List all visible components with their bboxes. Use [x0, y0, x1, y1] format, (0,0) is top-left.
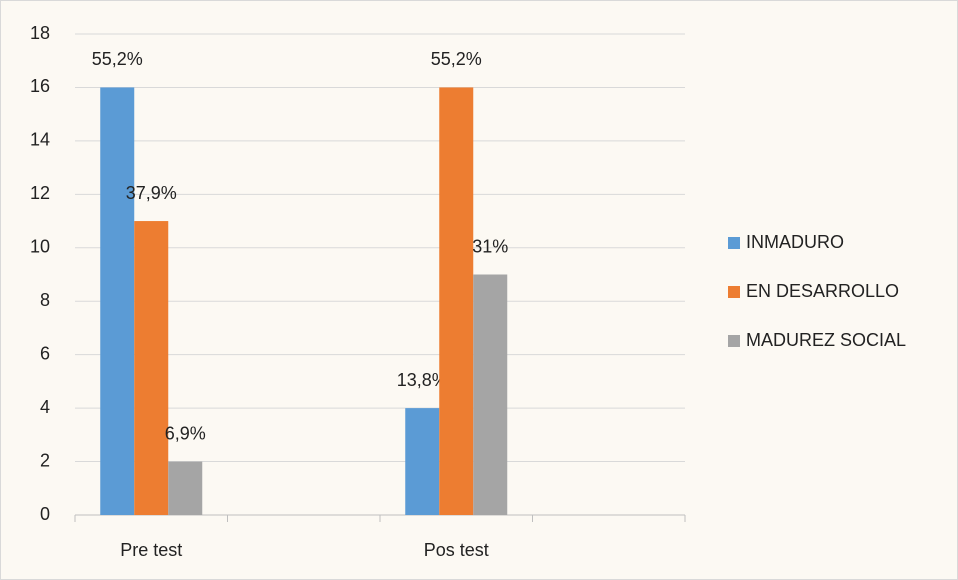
chart: 0 2 4 6 8 10 12 14 16 18 Pre test 55,2% 37,9% 6,9% Pos…: [0, 0, 958, 580]
bar: [168, 462, 202, 515]
legend-swatch: [728, 286, 740, 298]
data-label: 37,9%: [126, 183, 177, 203]
y-tick-label: 2: [40, 450, 50, 470]
x-tick-label: Pre test: [120, 540, 182, 560]
legend-swatch: [728, 237, 740, 249]
y-tick-label: 14: [30, 130, 50, 150]
y-tick-label: 10: [30, 237, 50, 257]
bar: [473, 275, 507, 516]
y-tick-label: 0: [40, 504, 50, 524]
y-tick-label: 6: [40, 343, 50, 363]
bar: [100, 87, 134, 515]
x-tick-label: Pos test: [424, 540, 489, 560]
page: {"chart_data": {"type": "bar", "categori…: [0, 0, 958, 580]
y-tick-label: 12: [30, 183, 50, 203]
bar: [134, 221, 168, 515]
y-tick-label: 18: [30, 23, 50, 43]
bar: [405, 408, 439, 515]
legend-label: MADUREZ SOCIAL: [746, 330, 906, 350]
y-tick-label: 16: [30, 76, 50, 96]
legend-label: EN DESARROLLO: [746, 281, 899, 301]
data-label: 55,2%: [92, 49, 143, 69]
legend-swatch: [728, 335, 740, 347]
y-tick-label: 4: [40, 397, 50, 417]
data-label: 31%: [472, 236, 508, 256]
data-label: 6,9%: [165, 423, 206, 443]
legend-label: INMADURO: [746, 232, 844, 252]
bar: [439, 87, 473, 515]
y-tick-label: 8: [40, 290, 50, 310]
data-label: 55,2%: [431, 49, 482, 69]
